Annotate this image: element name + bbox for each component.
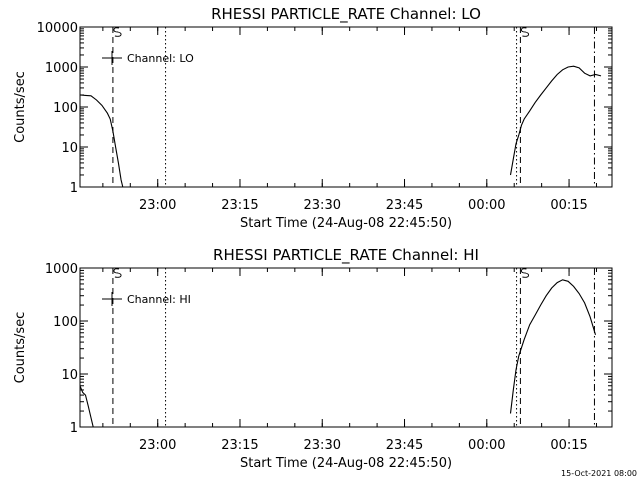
lo-plot-frame <box>79 26 613 188</box>
hi-x-tick-label: 00:00 <box>468 438 505 453</box>
hi-x-tick-label: 23:15 <box>221 438 258 453</box>
hi-channel-panel: RHESSI PARTICLE_RATE Channel: HI Start T… <box>13 246 613 471</box>
hi-y-tick-label: 10 <box>61 368 78 383</box>
hi-s-flag-icon <box>520 268 530 278</box>
hi-rate-line <box>509 279 597 414</box>
hi-plot-frame <box>79 267 613 428</box>
lo-rate-line <box>509 65 602 176</box>
hi-x-axis-label: Start Time (24-Aug-08 22:45:50) <box>240 456 452 471</box>
hi-x-tick-label: 23:45 <box>386 438 423 453</box>
lo-x-tick-label: 23:00 <box>139 198 176 213</box>
hi-y-tick-label: 100 <box>53 315 78 330</box>
hi-x-tick-label: 23:30 <box>304 438 341 453</box>
lo-channel-panel: RHESSI PARTICLE_RATE Channel: LO Start T… <box>13 5 613 231</box>
lo-x-tick-label: 23:30 <box>304 198 341 213</box>
lo-rate-line <box>79 94 124 188</box>
hi-legend-label: Channel: HI <box>127 293 191 306</box>
lo-s-flag-icon <box>520 27 530 37</box>
hi-x-tick-label: 23:00 <box>139 438 176 453</box>
lo-legend-label: Channel: LO <box>127 52 194 65</box>
lo-y-axis-label: Counts/sec <box>13 71 28 143</box>
lo-s-flag-icon <box>113 27 122 37</box>
lo-x-tick-label: 23:15 <box>221 198 258 213</box>
lo-y-tick-label: 100 <box>53 101 78 116</box>
lo-y-tick-label: 10 <box>61 141 78 156</box>
lo-y-tick-label: 1 <box>70 181 78 196</box>
lo-x-tick-label: 00:15 <box>550 198 587 213</box>
lo-y-tick-label: 1000 <box>45 61 78 76</box>
lo-y-tick-label: 10000 <box>37 21 78 36</box>
generation-timestamp: 15-Oct-2021 08:00 <box>561 469 637 478</box>
lo-x-axis-label: Start Time (24-Aug-08 22:45:50) <box>240 216 452 231</box>
lo-chart-title: RHESSI PARTICLE_RATE Channel: LO <box>211 5 481 24</box>
hi-chart-title: RHESSI PARTICLE_RATE Channel: HI <box>213 246 479 265</box>
hi-rate-line <box>79 385 94 428</box>
hi-x-tick-label: 00:15 <box>550 438 587 453</box>
hi-y-tick-label: 1 <box>70 421 78 436</box>
hi-y-axis-label: Counts/sec <box>13 312 28 384</box>
hi-y-tick-label: 1000 <box>45 262 78 277</box>
lo-x-tick-label: 00:00 <box>468 198 505 213</box>
lo-x-tick-label: 23:45 <box>386 198 423 213</box>
hi-s-flag-icon <box>113 268 122 278</box>
